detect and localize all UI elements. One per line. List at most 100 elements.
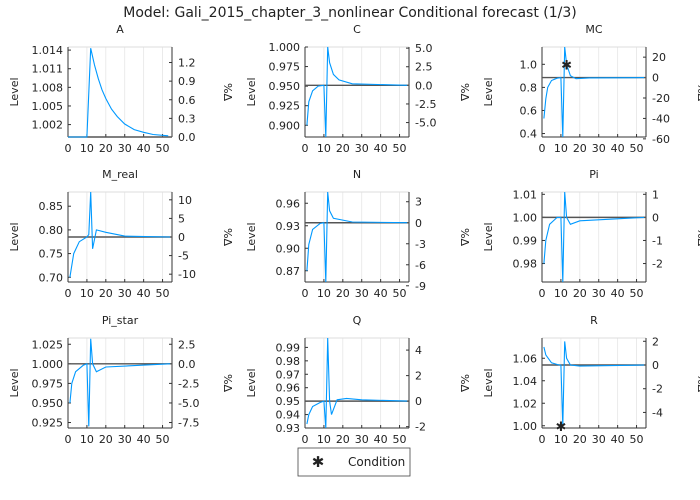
x-tick-label: 0 <box>539 142 546 155</box>
y2-tick-label: -1 <box>652 234 663 247</box>
y2-tick-label: -3 <box>415 238 426 251</box>
y2-tick-label: 0 <box>178 231 185 244</box>
subplot-title: Pi <box>589 168 598 181</box>
y2-tick-label: -60 <box>652 133 670 146</box>
figure-title: Model: Gali_2015_chapter_3_nonlinear Con… <box>123 5 576 21</box>
forecast-line <box>543 191 645 283</box>
y-axis-label: Level <box>8 77 21 106</box>
y-tick-label: 0.950 <box>269 80 301 93</box>
y-tick-label: 1.00 <box>513 420 538 433</box>
y2-tick-label: -2 <box>415 421 426 434</box>
y-axis-label: Level <box>482 222 495 251</box>
y-tick-label: 0.85 <box>39 200 64 213</box>
x-tick-label: 10 <box>80 287 94 300</box>
y-tick-label: 0.80 <box>39 224 64 237</box>
y-tick-label: 0.75 <box>39 248 64 261</box>
y2-tick-label: -5.0 <box>415 117 436 130</box>
legend: ✱ Condition <box>297 447 411 477</box>
x-tick-label: 0 <box>539 287 546 300</box>
y-tick-label: 0.925 <box>269 100 301 113</box>
x-tick-label: 40 <box>611 287 625 300</box>
x-tick-label: 0 <box>65 433 72 446</box>
y2-tick-label: -6 <box>415 259 426 272</box>
y-tick-label: 1.005 <box>32 100 64 113</box>
y-tick-label: 0.950 <box>32 397 64 410</box>
x-tick-label: 20 <box>99 433 113 446</box>
y2-tick-label: 10 <box>178 194 192 207</box>
x-tick-label: 10 <box>80 433 94 446</box>
y2-tick-label: 20 <box>652 51 666 64</box>
forecast-line <box>68 48 169 138</box>
subplot-title: A <box>116 23 124 36</box>
y2-axis-label: %Δ <box>221 374 234 392</box>
y2-tick-label: 0.0 <box>178 358 196 371</box>
y2-axis-label: %Δ <box>695 374 700 392</box>
y-axis-label: Level <box>482 77 495 106</box>
y-tick-label: 0.4 <box>520 128 538 141</box>
y2-tick-label: 2.5 <box>178 338 196 351</box>
y-tick-label: 0.87 <box>276 265 301 278</box>
x-tick-label: 0 <box>302 142 309 155</box>
y-tick-label: 0.975 <box>32 377 64 390</box>
y2-axis-label: %Δ <box>458 374 471 392</box>
y-tick-label: 1.04 <box>513 375 538 388</box>
forecast-line <box>306 46 408 138</box>
y2-tick-label: -2 <box>652 258 663 271</box>
subplot-n: N 0 10 20 30 40 50 0.87 0.90 0.93 0.96 -9 -6 -3 0 3 Leve… <box>245 168 471 300</box>
y-tick-label: 0.8 <box>520 81 538 94</box>
subplot-title: MC <box>585 23 602 36</box>
x-tick-label: 0 <box>65 142 72 155</box>
x-tick-label: 40 <box>611 433 625 446</box>
x-tick-label: 50 <box>630 433 644 446</box>
x-tick-label: 20 <box>336 142 350 155</box>
forecast-line <box>69 338 171 427</box>
y2-axis-label: %Δ <box>458 228 471 246</box>
y2-tick-label: 0 <box>415 395 422 408</box>
y-axis-label: Level <box>245 77 258 106</box>
y2-tick-label: 0.0 <box>178 131 196 144</box>
y2-tick-label: 5 <box>178 212 185 225</box>
x-tick-label: 50 <box>393 287 407 300</box>
x-tick-label: 40 <box>374 433 388 446</box>
y2-tick-label: 1 <box>652 188 659 201</box>
y2-tick-label: 0.0 <box>415 79 433 92</box>
y2-tick-label: -2.5 <box>415 98 436 111</box>
y-tick-label: 0.95 <box>276 395 301 408</box>
y2-tick-label: -40 <box>652 112 670 125</box>
y2-tick-label: -10 <box>178 268 196 281</box>
y-tick-label: 1.008 <box>32 81 64 94</box>
x-tick-label: 50 <box>630 287 644 300</box>
x-tick-label: 30 <box>355 287 369 300</box>
y2-tick-label: 0 <box>415 217 422 230</box>
y2-tick-label: 4 <box>415 344 422 357</box>
y-tick-label: 0.70 <box>39 271 64 284</box>
y-tick-label: 0.98 <box>276 355 301 368</box>
subplot-c: C 0 10 20 30 40 50 0.900 0.925 0.950 0.975 1.000 -5.… <box>245 23 471 155</box>
y2-tick-label: 0 <box>652 72 659 85</box>
y2-tick-label: -5.0 <box>178 397 199 410</box>
y2-axis-label: %Δ <box>458 83 471 101</box>
y2-axis-label: %Δ <box>695 83 700 101</box>
legend-box <box>297 447 411 477</box>
y-tick-label: 0.90 <box>276 242 301 255</box>
y-tick-label: 1.06 <box>513 352 538 365</box>
y-tick-label: 0.6 <box>520 104 538 117</box>
y2-tick-label: -9 <box>415 280 426 293</box>
subplot-pi: Pi 0 10 20 30 40 50 0.98 0.99 1.00 1.01 -2 -1 0 1 Level… <box>482 168 700 300</box>
x-tick-label: 50 <box>630 142 644 155</box>
x-tick-label: 30 <box>592 433 606 446</box>
y-tick-label: 0.96 <box>276 197 301 210</box>
y-tick-label: 0.925 <box>32 417 64 430</box>
x-tick-label: 50 <box>393 142 407 155</box>
condition-marker: ✱ <box>555 420 566 435</box>
x-tick-label: 20 <box>573 287 587 300</box>
x-tick-label: 40 <box>137 433 151 446</box>
x-tick-label: 30 <box>118 433 132 446</box>
x-tick-label: 10 <box>317 433 331 446</box>
y2-tick-label: -2.5 <box>178 377 199 390</box>
subplot-m_real: M_real 0 10 20 30 40 50 0.70 0.75 0.80 0.85 -10 -5 0 5… <box>8 168 234 300</box>
subplot-title: M_real <box>102 168 138 181</box>
y2-tick-label: -7.5 <box>178 417 199 430</box>
y-tick-label: 0.94 <box>276 409 301 422</box>
